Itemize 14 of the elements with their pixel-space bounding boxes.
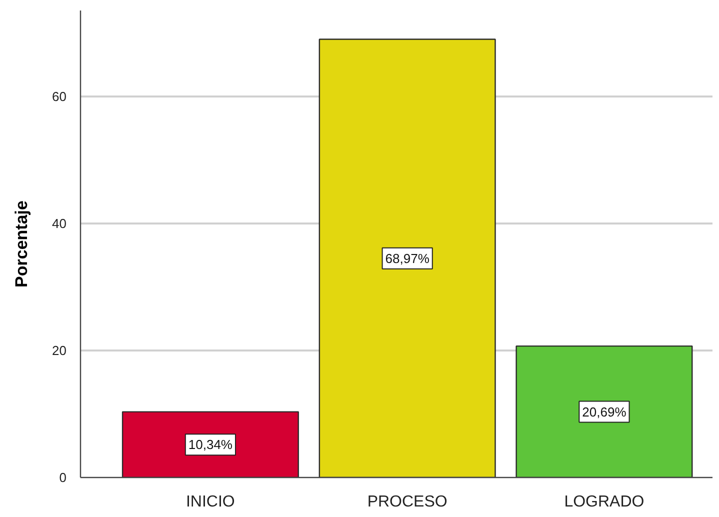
data-label: 10,34%: [188, 437, 233, 452]
data-label: 20,69%: [582, 404, 627, 420]
y-axis-title: Porcentaje: [12, 200, 32, 288]
x-tick-label: PROCESO: [367, 494, 448, 510]
bar: [318, 38, 496, 478]
y-tick-label: 20: [52, 342, 67, 358]
y-tick-label: 40: [52, 216, 67, 231]
y-tick-label: 0: [59, 470, 67, 485]
x-tick-label: LOGRADO: [564, 494, 644, 510]
data-label: 68,97%: [385, 250, 430, 266]
bar: [516, 345, 693, 478]
x-tick-label: INICIO: [186, 494, 235, 510]
y-tick-label: 60: [52, 88, 67, 104]
bar: [122, 411, 299, 478]
